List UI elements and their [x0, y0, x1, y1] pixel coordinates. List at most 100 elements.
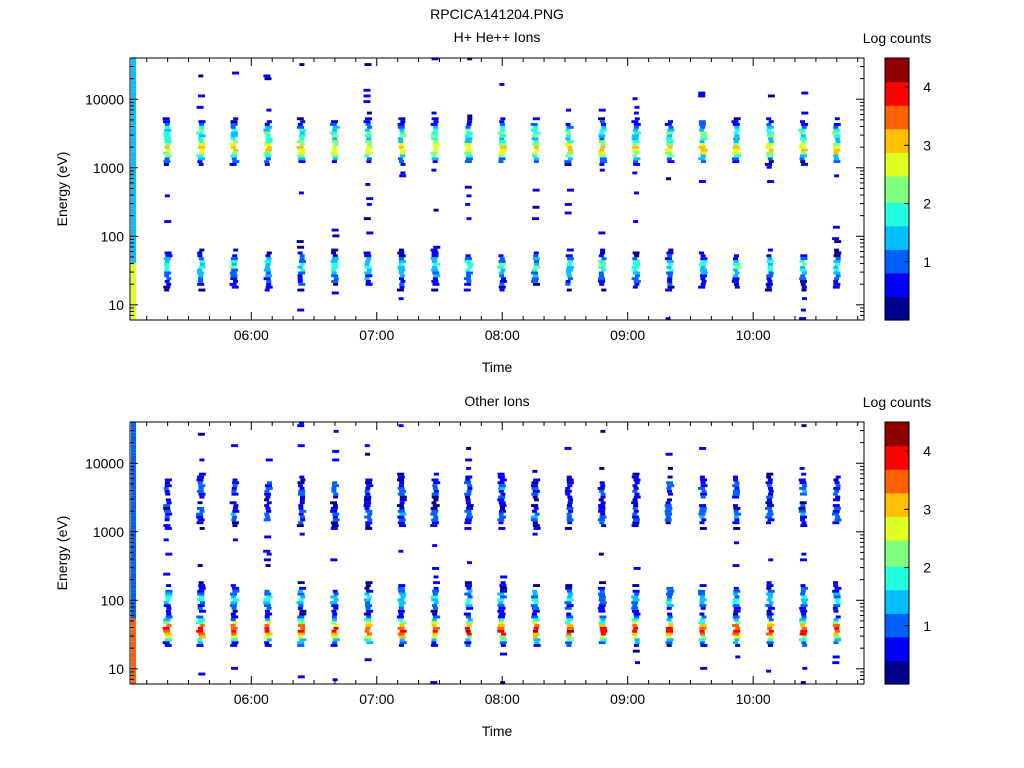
- colorbar-swatch: [885, 270, 909, 274]
- heatmap-cell: [131, 311, 136, 315]
- heatmap-cell: [331, 615, 337, 619]
- heatmap-cell: [296, 117, 304, 121]
- heatmap-cell: [332, 618, 337, 622]
- heatmap-cell: [165, 609, 171, 613]
- heatmap-cell: [465, 498, 471, 502]
- heatmap-cell: [734, 254, 739, 258]
- heatmap-cell: [465, 495, 470, 499]
- heatmap-cell: [397, 626, 405, 630]
- colorbar-swatch: [885, 173, 909, 177]
- heatmap-cell: [466, 194, 472, 198]
- heatmap-cell: [198, 277, 203, 281]
- heatmap-cell: [766, 498, 772, 502]
- heatmap-cell: [832, 512, 839, 516]
- heatmap-cell: [332, 612, 338, 616]
- heatmap-cell: [131, 644, 136, 647]
- heatmap-cell: [800, 512, 806, 516]
- heatmap-cell: [431, 624, 437, 627]
- heatmap-cell: [131, 538, 136, 542]
- heatmap-cell: [197, 481, 203, 485]
- x-axis-ticks: 06:00 07:00 08:00 09:00 10:00: [146, 58, 859, 343]
- heatmap-cell: [497, 265, 505, 269]
- heatmap-cell: [766, 123, 772, 126]
- colorbar-swatch: [885, 312, 909, 316]
- heatmap-cell: [164, 145, 170, 149]
- heatmap-cell: [465, 501, 471, 505]
- heatmap-cell: [667, 254, 673, 258]
- heatmap-cell: [263, 268, 271, 272]
- heatmap-cell: [733, 117, 741, 121]
- heatmap-cell: [766, 521, 771, 525]
- heatmap-cell: [163, 257, 171, 261]
- heatmap-cell: [431, 509, 439, 513]
- heatmap-cell: [733, 629, 741, 633]
- heatmap-cell: [732, 160, 740, 163]
- heatmap-cell: [198, 157, 205, 161]
- heatmap-cell: [466, 606, 474, 610]
- heatmap-cell: [164, 489, 170, 493]
- heatmap-cell: [231, 487, 237, 490]
- heatmap-cell: [632, 629, 638, 633]
- heatmap-cell: [131, 128, 136, 132]
- plot-frame: [129, 57, 865, 321]
- heatmap-cell: [566, 478, 574, 482]
- heatmap-cell: [131, 151, 136, 155]
- heatmap-cell: [568, 509, 574, 513]
- heatmap-cell: [699, 626, 707, 630]
- heatmap-cell: [197, 271, 205, 275]
- heatmap-cell: [264, 589, 270, 593]
- heatmap-cell: [197, 254, 203, 258]
- colorbar-swatch: [885, 99, 909, 104]
- heatmap-cell: [599, 589, 605, 593]
- heatmap-cell: [297, 154, 305, 158]
- heatmap-cell: [634, 641, 640, 645]
- heatmap-cell: [766, 260, 774, 263]
- heatmap-cell: [631, 606, 639, 610]
- heatmap-cell: [700, 154, 706, 158]
- heatmap-cell: [299, 509, 307, 513]
- heatmap-cell: [632, 604, 638, 607]
- heatmap-cell: [299, 501, 305, 505]
- heatmap-cell: [398, 584, 406, 587]
- heatmap-cell: [565, 621, 571, 625]
- heatmap-cell: [598, 507, 606, 510]
- heatmap-cell: [832, 589, 840, 593]
- colorbar-tick-label: 3: [923, 501, 931, 517]
- heatmap-cell: [733, 268, 739, 272]
- heatmap-cell: [297, 589, 303, 593]
- heatmap-cell: [199, 143, 206, 146]
- heatmap-cell: [131, 512, 136, 516]
- heatmap-cell: [833, 125, 839, 129]
- heatmap-cell: [768, 558, 774, 562]
- colorbar-swatch: [885, 128, 909, 132]
- heatmap-cell: [597, 487, 605, 490]
- heatmap-cell: [497, 475, 505, 479]
- heatmap-cell: [297, 424, 305, 428]
- colorbar-swatch: [885, 615, 909, 620]
- heatmap-cell: [131, 592, 136, 596]
- heatmap-cell: [599, 626, 607, 630]
- heatmap-cell: [166, 277, 172, 281]
- heatmap-cell: [131, 461, 136, 465]
- colorbar-swatch: [885, 139, 909, 143]
- heatmap-cell: [366, 589, 374, 593]
- heatmap-cell: [566, 604, 574, 607]
- heatmap-cell: [835, 484, 841, 488]
- heatmap-cell: [432, 260, 437, 263]
- colorbar-swatch: [885, 676, 909, 680]
- heatmap-cell: [598, 277, 605, 281]
- heatmap-cell: [466, 586, 472, 590]
- heatmap-cell: [598, 140, 606, 143]
- colorbar-swatch: [885, 490, 909, 494]
- heatmap-cell: [564, 447, 572, 450]
- heatmap-cell: [131, 501, 136, 505]
- colorbar-swatch: [885, 113, 909, 117]
- heatmap-cell: [400, 595, 406, 599]
- heatmap-cell: [131, 455, 136, 459]
- heatmap-cell: [633, 487, 639, 490]
- heatmap-cell: [634, 131, 641, 135]
- heatmap-cell: [131, 621, 136, 625]
- heatmap-cell: [399, 128, 405, 132]
- colorbar-swatch: [885, 84, 909, 88]
- colorbar-swatch: [885, 526, 909, 531]
